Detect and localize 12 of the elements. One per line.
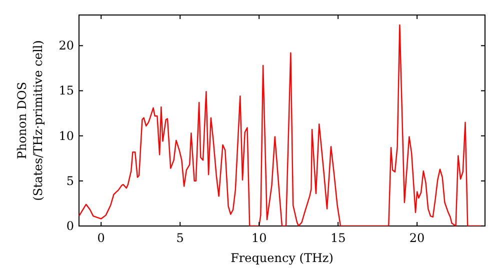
x-tick-label: 5 <box>176 231 184 245</box>
y-tick-label: 0 <box>66 219 74 233</box>
y-tick-label: 15 <box>58 84 74 98</box>
y-tick-label: 20 <box>58 38 74 53</box>
x-tick-label: 0 <box>97 231 105 245</box>
x-tick-label: 20 <box>409 231 425 245</box>
y-tick-label: 10 <box>58 128 74 143</box>
x-tick-label: 15 <box>330 231 346 245</box>
x-tick-label: 10 <box>251 231 267 245</box>
y-tick-label: 5 <box>66 174 74 188</box>
x-axis-title: Frequency (THz) <box>230 251 334 265</box>
y-axis-title: Phonon DOS (States/THz·primitive cell) <box>15 40 45 201</box>
